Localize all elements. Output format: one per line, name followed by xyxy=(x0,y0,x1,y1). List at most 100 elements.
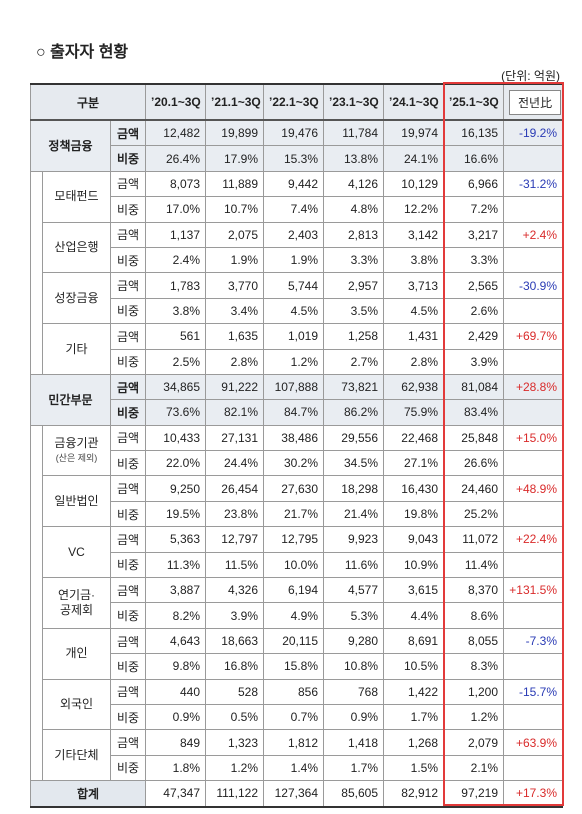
value-cell: 3,713 xyxy=(383,272,444,299)
row-type: 비중 xyxy=(110,196,146,223)
investor-table: 구분 ’20.1~3Q ’21.1~3Q ’22.1~3Q ’23.1~3Q ’24.1~… xyxy=(30,83,563,808)
value-cell: 2,429 xyxy=(443,323,504,350)
change-cell: +22.4% xyxy=(503,526,563,553)
item-label-line: 공제회 xyxy=(59,602,94,617)
value-cell: 15.8% xyxy=(263,653,324,680)
value-cell: 16,135 xyxy=(443,119,504,147)
value-cell: 22,468 xyxy=(383,424,444,452)
value-cell: 9,043 xyxy=(383,526,444,553)
value-cell: 29,556 xyxy=(323,424,384,452)
value-cell: 27.1% xyxy=(383,450,444,477)
value-cell: 1.9% xyxy=(205,246,264,274)
header-cell: 구분 xyxy=(30,83,146,121)
row-type: 비중 xyxy=(110,653,146,680)
change-cell: +69.7% xyxy=(503,323,563,350)
item-row: 개인 금액 4,643 18,663 20,115 9,280 8,691 8,055 -7.3… xyxy=(31,627,563,680)
value-cell: 1.4% xyxy=(263,754,324,782)
value-cell: 8,055 xyxy=(443,627,504,655)
value-cell: 10.7% xyxy=(205,196,264,223)
change-cell: +28.8% xyxy=(503,373,563,401)
value-cell: 4.8% xyxy=(323,196,384,223)
value-cell: 11,072 xyxy=(443,526,504,553)
group-row: 비중 26.4% 17.9% 15.3% 13.8% 24.1% 16.6% xyxy=(31,145,563,172)
value-cell: 11.3% xyxy=(145,551,206,579)
value-cell: 111,122 xyxy=(205,780,264,808)
value-cell: 1,268 xyxy=(383,729,444,756)
value-cell: 24.1% xyxy=(383,145,444,172)
group-label: 정책금융 xyxy=(30,119,111,172)
empty-cell xyxy=(503,348,563,375)
row-type: 비중 xyxy=(110,602,146,629)
value-cell: 4.9% xyxy=(263,602,324,629)
value-cell: 3.8% xyxy=(145,297,206,325)
value-cell: 5.3% xyxy=(323,602,384,629)
value-cell: 8,073 xyxy=(145,170,206,198)
value-cell: 768 xyxy=(323,678,384,705)
value-cell: 2.1% xyxy=(443,754,504,782)
item-row: 비중 9.8% 16.8% 15.8% 10.8% 10.5% 8.3% xyxy=(31,653,563,680)
value-cell: 1.9% xyxy=(263,246,324,274)
value-cell: 2,403 xyxy=(263,221,324,248)
row-type: 비중 xyxy=(110,399,146,426)
header-cell: ’21.1~3Q xyxy=(205,83,264,121)
value-cell: 8,691 xyxy=(383,627,444,655)
value-cell: 856 xyxy=(263,678,324,705)
item-row: 산업은행 금액 1,137 2,075 2,403 2,813 3,142 3,217 +2.4… xyxy=(31,221,563,274)
empty-cell xyxy=(503,297,563,325)
row-type: 금액 xyxy=(110,424,146,452)
item-label-line: 모태펀드 xyxy=(54,189,99,204)
value-cell: 34,865 xyxy=(145,373,206,401)
value-cell: 1.2% xyxy=(205,754,264,782)
row-type: 금액 xyxy=(110,272,146,299)
value-cell: 9,280 xyxy=(323,627,384,655)
value-cell: 19.8% xyxy=(383,500,444,528)
value-cell: 11.5% xyxy=(205,551,264,579)
value-cell: 3.9% xyxy=(205,602,264,629)
row-type: 금액 xyxy=(110,119,146,147)
row-type: 금액 xyxy=(110,577,146,604)
value-cell: 16.8% xyxy=(205,653,264,680)
value-cell: 5,363 xyxy=(145,526,206,553)
header-cell: ’24.1~3Q xyxy=(383,83,444,121)
empty-cell xyxy=(503,450,563,477)
value-cell: 11,784 xyxy=(323,119,384,147)
indent-cell xyxy=(30,424,43,782)
value-cell: 561 xyxy=(145,323,206,350)
item-label: 금융기관 (산은 제외) xyxy=(42,424,111,477)
item-row: 모태펀드 금액 8,073 11,889 9,442 4,126 10,129 6,966 -3… xyxy=(30,170,563,375)
row-type: 금액 xyxy=(110,373,146,401)
value-cell: 82,912 xyxy=(383,780,444,808)
change-cell: -7.3% xyxy=(503,627,563,655)
row-type: 비중 xyxy=(110,703,146,731)
change-cell: -19.2% xyxy=(503,119,563,147)
value-cell: 12.2% xyxy=(383,196,444,223)
item-label: 연기금· 공제회 xyxy=(42,577,111,629)
title: ○ 출자자 현황 xyxy=(36,44,129,61)
value-cell: 9.8% xyxy=(145,653,206,680)
value-cell: 4,643 xyxy=(145,627,206,655)
value-cell: 2.8% xyxy=(383,348,444,375)
change-cell: -31.2% xyxy=(503,170,563,198)
row-type: 금액 xyxy=(110,221,146,248)
value-cell: 10.5% xyxy=(383,653,444,680)
value-cell: 2.6% xyxy=(443,297,504,325)
value-cell: 1.8% xyxy=(145,754,206,782)
value-cell: 24,460 xyxy=(443,475,504,502)
empty-cell xyxy=(503,653,563,680)
row-type: 비중 xyxy=(110,145,146,172)
value-cell: 3,615 xyxy=(383,577,444,604)
empty-cell xyxy=(503,703,563,731)
value-cell: 1,418 xyxy=(323,729,384,756)
value-cell: 2,813 xyxy=(323,221,384,248)
row-type: 비중 xyxy=(110,551,146,579)
item-row: 비중 11.3% 11.5% 10.0% 11.6% 10.9% 11.4% xyxy=(31,551,563,579)
value-cell: 12,482 xyxy=(145,119,206,147)
value-cell: 82.1% xyxy=(205,399,264,426)
value-cell: 2,075 xyxy=(205,221,264,248)
empty-cell xyxy=(503,145,563,172)
value-cell: 4.5% xyxy=(383,297,444,325)
value-cell: 8,370 xyxy=(443,577,504,604)
item-label: 모태펀드 xyxy=(42,170,111,223)
header-box: 전년比 xyxy=(509,89,562,115)
header-cell: ’23.1~3Q xyxy=(323,83,384,121)
